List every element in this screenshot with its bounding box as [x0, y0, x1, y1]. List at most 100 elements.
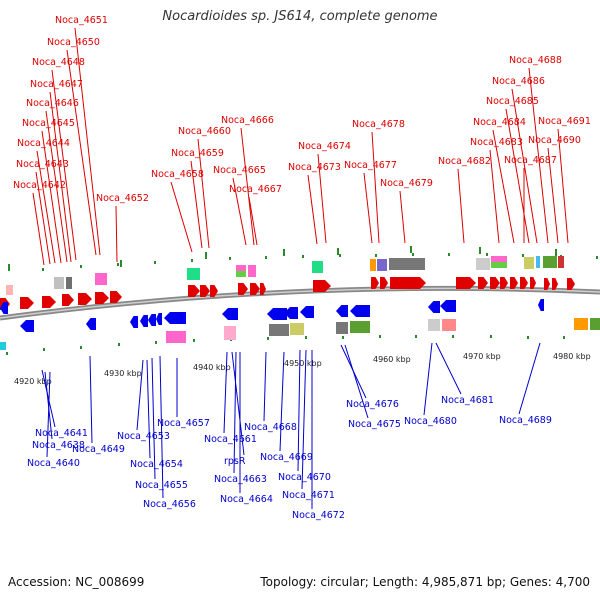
reverse-gene-arrow	[86, 318, 96, 330]
top-gene-label[interactable]: Noca_4687	[504, 155, 557, 166]
top-gene-label[interactable]: Noca_4678	[352, 119, 405, 130]
bottom-gene-label[interactable]: Noca_4672	[292, 510, 345, 521]
bottom-gene-label[interactable]: Noca_4640	[27, 458, 80, 469]
reverse-gene-arrow	[267, 308, 287, 320]
top-gene-label[interactable]: Noca_4666	[221, 115, 274, 126]
top-gene-label[interactable]: Noca_4679	[380, 178, 433, 189]
top-gene-label[interactable]: Noca_4667	[229, 184, 282, 195]
bottom-gene-label[interactable]: Noca_4661	[204, 434, 257, 445]
top-gene-leader-line	[248, 196, 258, 246]
top-gene-leader-line	[317, 153, 327, 244]
tick-mark	[527, 336, 529, 339]
reverse-gene-arrow	[300, 306, 314, 318]
gene-feature-block	[350, 321, 370, 333]
bottom-gene-label[interactable]: Noca_4664	[220, 494, 273, 505]
bottom-gene-leader-line	[518, 342, 541, 415]
bottom-gene-label[interactable]: Noca_4656	[143, 499, 196, 510]
forward-gene-arrow	[390, 277, 426, 289]
top-gene-label[interactable]: Noca_4688	[509, 55, 562, 66]
tick-mark-major	[555, 249, 557, 256]
bottom-gene-label[interactable]: Noca_4689	[499, 415, 552, 426]
bottom-gene-label[interactable]: Noca_4675	[348, 419, 401, 430]
gene-feature-block	[224, 326, 236, 340]
top-gene-leader-line	[232, 177, 247, 246]
reverse-gene-arrow	[350, 305, 370, 317]
forward-gene-arrow	[95, 292, 109, 304]
forward-gene-arrow	[456, 277, 476, 289]
bottom-gene-label[interactable]: Noca_4671	[282, 490, 335, 501]
reverse-gene-arrow	[284, 307, 298, 319]
tick-mark	[265, 256, 267, 259]
top-gene-label[interactable]: Noca_4677	[344, 160, 397, 171]
bottom-gene-leader-line	[41, 369, 56, 428]
bottom-gene-leader-line	[297, 349, 301, 472]
top-gene-leader-line	[36, 150, 56, 264]
forward-gene-arrow	[210, 285, 218, 297]
top-gene-label[interactable]: Noca_4651	[55, 15, 108, 26]
top-gene-label[interactable]: Noca_4646	[26, 98, 79, 109]
top-gene-label[interactable]: Noca_4690	[528, 135, 581, 146]
bottom-gene-label[interactable]: Noca_4670	[278, 472, 331, 483]
top-gene-label[interactable]: Noca_4685	[486, 96, 539, 107]
top-gene-label[interactable]: Noca_4660	[178, 126, 231, 137]
bottom-gene-label[interactable]: Noca_4669	[260, 452, 313, 463]
bottom-gene-label[interactable]: Noca_4638	[32, 440, 85, 451]
bottom-gene-label[interactable]: Noca_4653	[117, 431, 170, 442]
top-gene-label[interactable]: Noca_4658	[151, 169, 204, 180]
forward-gene-arrow	[78, 293, 92, 305]
top-gene-label[interactable]: Noca_4645	[22, 118, 75, 129]
reverse-gene-arrow	[130, 316, 138, 328]
gene-feature-block	[6, 285, 13, 295]
top-gene-leader-line	[115, 205, 118, 263]
bottom-gene-label[interactable]: Noca_4681	[441, 395, 494, 406]
tick-mark	[43, 348, 45, 351]
bottom-gene-label[interactable]: rpsR	[224, 456, 246, 467]
top-gene-label[interactable]: Noca_4684	[473, 117, 526, 128]
top-gene-label[interactable]: Noca_4659	[171, 148, 224, 159]
top-gene-leader-line	[197, 138, 210, 249]
bottom-gene-label[interactable]: Noca_4654	[130, 459, 183, 470]
top-gene-label[interactable]: Noca_4652	[96, 193, 149, 204]
top-gene-label[interactable]: Noca_4686	[492, 76, 545, 87]
gene-feature-block	[491, 262, 507, 268]
top-gene-label[interactable]: Noca_4673	[288, 162, 341, 173]
top-gene-label[interactable]: Noca_4648	[32, 57, 85, 68]
tick-mark	[191, 259, 193, 262]
top-gene-label[interactable]: Noca_4683	[470, 137, 523, 148]
reverse-gene-arrow	[140, 315, 148, 327]
forward-gene-arrow	[520, 277, 528, 289]
top-gene-label[interactable]: Noca_4643	[16, 159, 69, 170]
bottom-gene-label[interactable]: Noca_4680	[404, 416, 457, 427]
scale-label: 4930 kbp	[104, 369, 142, 378]
bottom-gene-label[interactable]: Noca_4641	[35, 428, 88, 439]
top-gene-label[interactable]: Noca_4665	[213, 165, 266, 176]
page-title: Nocardioides sp. JS614, complete genome	[162, 9, 438, 24]
top-gene-leader-line	[557, 128, 569, 244]
bottom-gene-leader-line	[231, 351, 245, 456]
bottom-gene-label[interactable]: Noca_4649	[72, 444, 125, 455]
bottom-gene-label[interactable]: Noca_4655	[135, 480, 188, 491]
top-gene-leader-line	[457, 168, 465, 244]
top-gene-label[interactable]: Noca_4674	[298, 141, 351, 152]
bottom-gene-label[interactable]: Noca_4676	[346, 399, 399, 410]
top-gene-label[interactable]: Noca_4647	[30, 79, 83, 90]
tick-mark-major	[205, 252, 207, 259]
bottom-gene-label[interactable]: Noca_4668	[244, 422, 297, 433]
top-gene-leader-line	[45, 110, 68, 263]
top-gene-label[interactable]: Noca_4691	[538, 116, 591, 127]
top-gene-label[interactable]: Noca_4644	[17, 138, 70, 149]
top-gene-label[interactable]: Noca_4642	[13, 180, 66, 191]
top-gene-label[interactable]: Noca_4682	[438, 156, 491, 167]
bottom-gene-leader-line	[279, 351, 285, 452]
bottom-gene-leader-line	[146, 359, 151, 459]
bottom-gene-leader-line	[423, 342, 433, 416]
bottom-gene-leader-line	[223, 351, 228, 434]
bottom-gene-leader-line	[435, 342, 462, 395]
gene-feature-block	[269, 324, 289, 336]
gene-feature-block	[0, 342, 6, 350]
bottom-gene-leader-line	[301, 349, 307, 490]
scale-label: 4940 kbp	[193, 363, 231, 372]
top-gene-label[interactable]: Noca_4650	[47, 37, 100, 48]
tick-mark-major	[8, 264, 10, 271]
bottom-gene-label[interactable]: Noca_4657	[157, 418, 210, 429]
